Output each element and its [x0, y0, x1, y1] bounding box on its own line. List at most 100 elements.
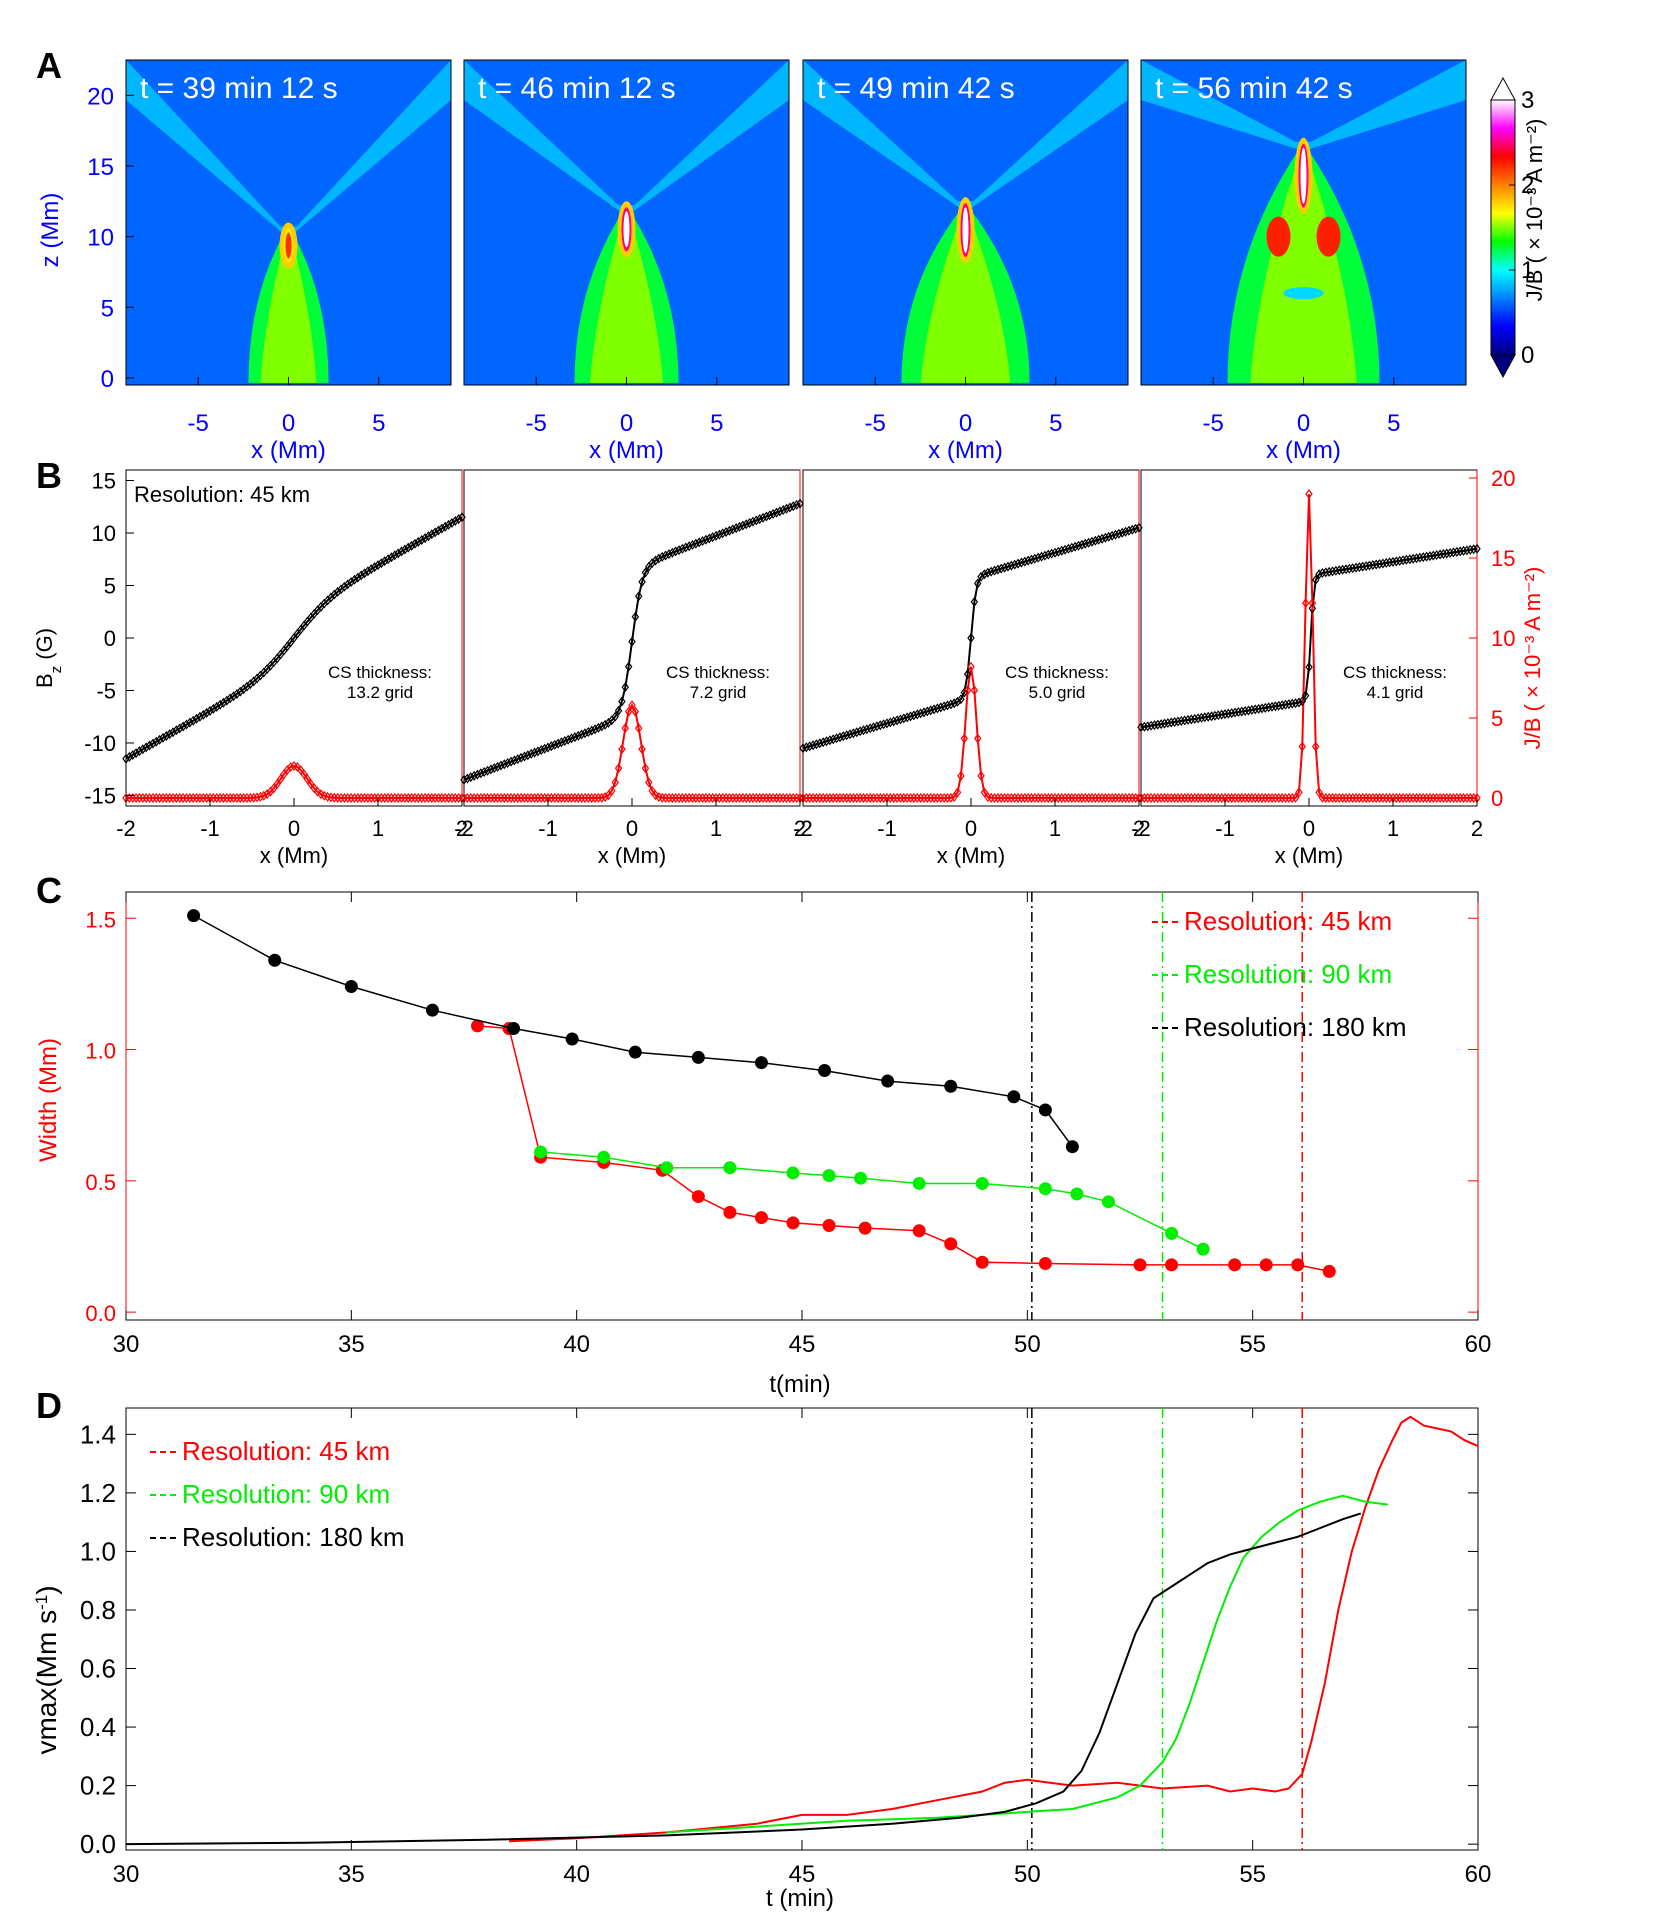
data-point-green	[975, 1176, 989, 1190]
bz-marker	[1385, 557, 1394, 568]
bz-marker	[1234, 707, 1243, 718]
bz-marker	[1355, 562, 1364, 573]
bz-marker	[1160, 718, 1169, 729]
y-tick-label: 0.6	[80, 1654, 116, 1684]
bz-marker	[920, 707, 928, 718]
jb-marker	[1305, 489, 1313, 499]
bz-marker	[812, 739, 821, 750]
bz-marker	[1248, 704, 1256, 715]
bz-marker	[1115, 528, 1123, 539]
bz-marker	[229, 691, 238, 702]
jb-marker	[249, 792, 258, 803]
bz-marker	[749, 516, 757, 527]
y-tick-label: 0.0	[80, 1829, 116, 1859]
bz-marker	[1034, 552, 1042, 563]
bz-marker	[239, 684, 248, 695]
bz-marker	[387, 552, 396, 563]
bz-marker	[859, 725, 868, 736]
colorbar-tick-label: 1	[1521, 257, 1534, 284]
bz-marker	[182, 719, 191, 730]
bz-marker	[1098, 533, 1106, 544]
bz-marker	[732, 523, 740, 534]
bz-marker	[631, 611, 640, 622]
bz-marker	[1037, 551, 1046, 562]
bz-marker	[159, 732, 167, 743]
data-point-green	[1165, 1226, 1179, 1240]
bz-marker	[487, 764, 495, 775]
bz-marker	[1318, 568, 1327, 579]
y-tick-label: 10	[92, 521, 116, 546]
bz-marker	[836, 732, 844, 743]
bz-marker	[685, 541, 693, 552]
bz-marker	[614, 705, 623, 716]
panel-b-ylabel-left: Bz (G)	[32, 628, 65, 688]
x-tick-label: 0	[1297, 410, 1310, 437]
bz-marker	[839, 731, 848, 742]
bz-marker	[1412, 553, 1421, 564]
bz-marker	[1406, 554, 1414, 565]
panel-label-c: C	[36, 870, 62, 911]
bz-marker	[849, 728, 858, 739]
bz-marker	[510, 755, 519, 766]
x-tick-label: 40	[563, 1331, 590, 1358]
bz-marker	[876, 720, 885, 731]
data-point-red	[912, 1224, 926, 1238]
data-point-black	[425, 1003, 439, 1017]
bz-marker	[384, 554, 392, 565]
bz-marker	[759, 512, 767, 523]
bz-marker	[534, 746, 542, 757]
bz-marker	[1449, 547, 1458, 558]
data-point-red	[1291, 1258, 1305, 1272]
bz-marker	[1071, 541, 1079, 552]
jb-marker	[1298, 741, 1307, 752]
bz-marker	[557, 737, 566, 748]
bz-marker	[1426, 551, 1434, 562]
bz-marker	[199, 709, 208, 720]
panel-label-d: D	[36, 1385, 62, 1426]
bz-marker	[729, 524, 737, 535]
bz-marker	[169, 727, 177, 738]
bz-marker	[454, 514, 463, 525]
data-point-red	[858, 1221, 872, 1235]
bz-marker	[1111, 529, 1120, 540]
bz-marker	[1017, 557, 1026, 568]
panel-c-xlabel: t(min)	[769, 1371, 830, 1398]
panel-b-ylabel-right: J/B ( × 10⁻³ A m⁻²)	[1520, 567, 1545, 750]
bz-marker	[1204, 711, 1212, 722]
bz-marker	[344, 579, 352, 590]
bz-marker	[196, 711, 204, 722]
jb-marker	[970, 685, 979, 696]
data-point-green	[854, 1171, 868, 1185]
bz-marker	[438, 523, 446, 534]
data-point-red	[1165, 1258, 1179, 1272]
bz-marker	[219, 697, 228, 708]
x-tick-label: -2	[1131, 816, 1151, 841]
bz-marker	[1000, 562, 1009, 573]
y-tick-label: 0.5	[85, 1170, 116, 1195]
bz-marker	[1068, 542, 1076, 553]
jb-marker	[1291, 792, 1300, 803]
bz-marker	[943, 700, 952, 711]
bz-marker	[122, 753, 130, 764]
colorbar-tick-label: 3	[1521, 87, 1534, 114]
bz-marker	[715, 529, 724, 540]
bz-marker	[1143, 721, 1152, 732]
heatmap-inner-region	[590, 219, 663, 383]
bz-marker	[347, 577, 355, 588]
colorbar-max-arrow	[1490, 76, 1516, 101]
data-point-black	[881, 1074, 895, 1088]
data-point-green	[534, 1145, 548, 1159]
colorbar-min-arrow	[1490, 354, 1516, 379]
bz-marker	[913, 709, 921, 720]
bz-marker	[933, 703, 942, 714]
bz-marker	[577, 729, 586, 740]
jb-marker	[594, 792, 603, 803]
bz-marker	[212, 701, 221, 712]
bz-marker	[1443, 548, 1451, 559]
bz-marker	[564, 734, 572, 745]
panel-c-width: Width (Mm) t(min) 30 35 40 45 50 55 60 0.0 0.5 1.…	[35, 891, 1491, 1398]
bz-marker	[417, 534, 426, 545]
data-point-black	[691, 1050, 705, 1064]
x-tick-label: 5	[1387, 410, 1400, 437]
bz-marker	[517, 752, 525, 763]
